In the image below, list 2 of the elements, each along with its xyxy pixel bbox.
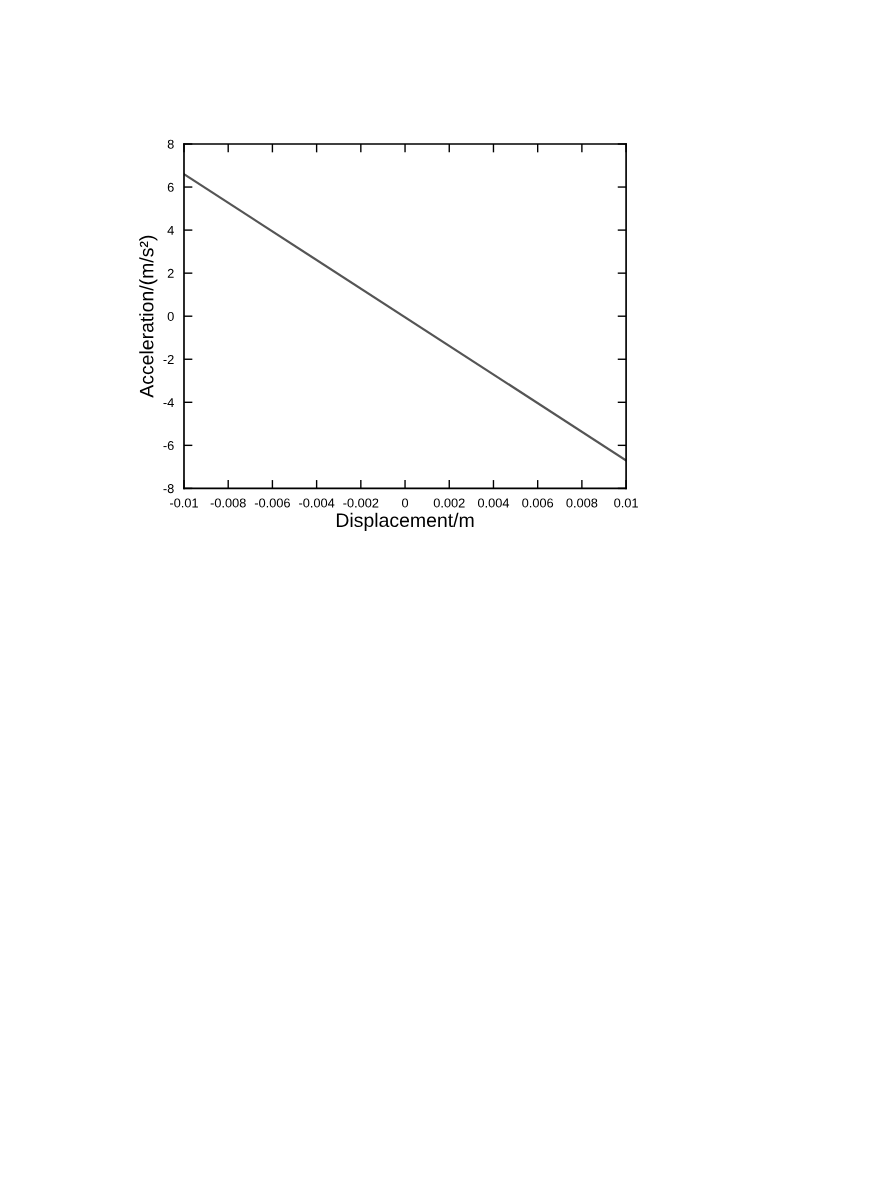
x-axis-title: Displacement/m — [336, 512, 474, 531]
y-axis-title: Acceleration/(m/s²) — [139, 235, 158, 398]
